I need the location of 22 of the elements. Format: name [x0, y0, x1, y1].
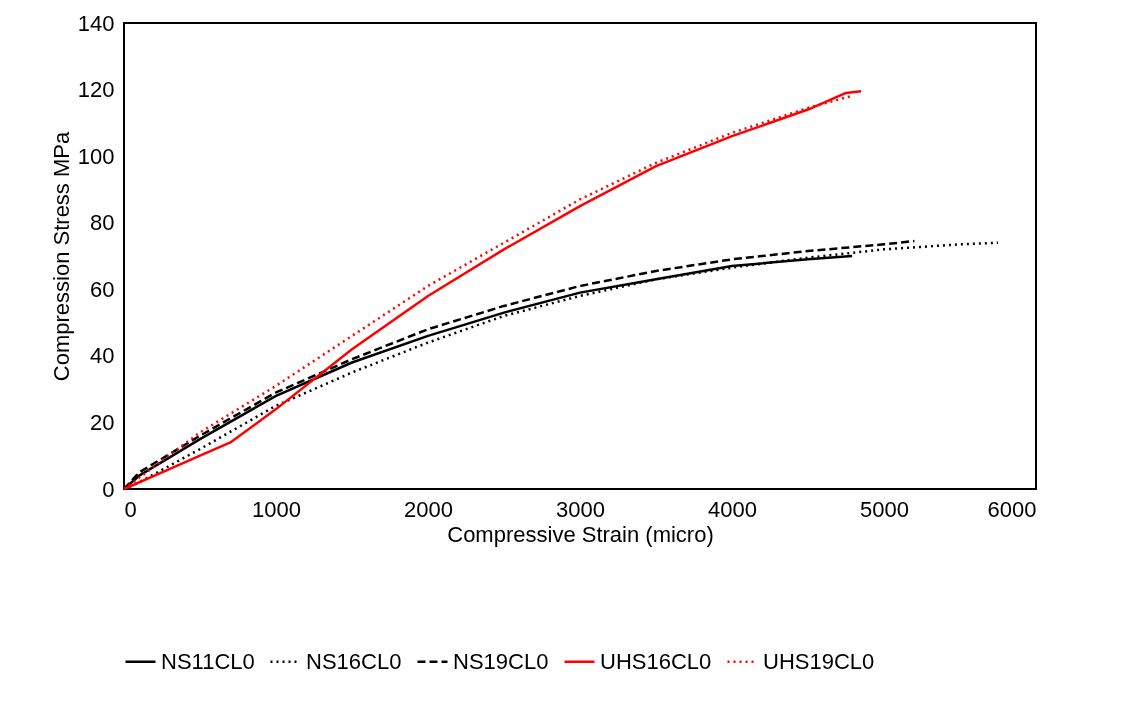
legend-label: NS11CL0 — [161, 648, 255, 674]
y-axis-title: Compression Stress MPa — [48, 131, 74, 382]
y-tick-label: 60 — [90, 276, 115, 302]
x-tick-label: 6000 — [987, 496, 1037, 522]
y-tick-label: 100 — [77, 143, 115, 169]
legend-label: NS19CL0 — [453, 648, 549, 674]
legend-label: NS16CL0 — [306, 648, 402, 674]
x-tick-label: 2000 — [404, 496, 453, 522]
y-tick-label: 140 — [77, 10, 115, 36]
y-tick-label: 40 — [90, 343, 115, 369]
x-tick-label: 1000 — [252, 496, 301, 522]
legend-label: UHS19CL0 — [763, 648, 875, 674]
legend-label: UHS16CL0 — [600, 648, 712, 674]
y-tick-label: 80 — [90, 210, 115, 236]
x-tick-label: 0 — [124, 496, 137, 522]
y-tick-label: 0 — [102, 476, 115, 502]
y-tick-label: 120 — [77, 77, 115, 103]
x-tick-label: 3000 — [556, 496, 605, 522]
y-tick-label: 20 — [90, 409, 115, 435]
x-axis-title: Compressive Strain (micro) — [447, 521, 714, 547]
x-tick-label: 4000 — [708, 496, 757, 522]
x-tick-label: 5000 — [860, 496, 909, 522]
